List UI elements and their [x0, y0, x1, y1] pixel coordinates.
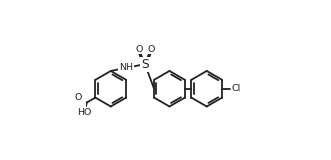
- Text: Cl: Cl: [232, 84, 241, 93]
- Text: NH: NH: [119, 63, 133, 72]
- Text: O: O: [135, 45, 143, 54]
- Text: O: O: [147, 45, 155, 54]
- Text: HO: HO: [77, 108, 91, 117]
- Text: S: S: [141, 58, 149, 71]
- Text: O: O: [74, 93, 82, 102]
